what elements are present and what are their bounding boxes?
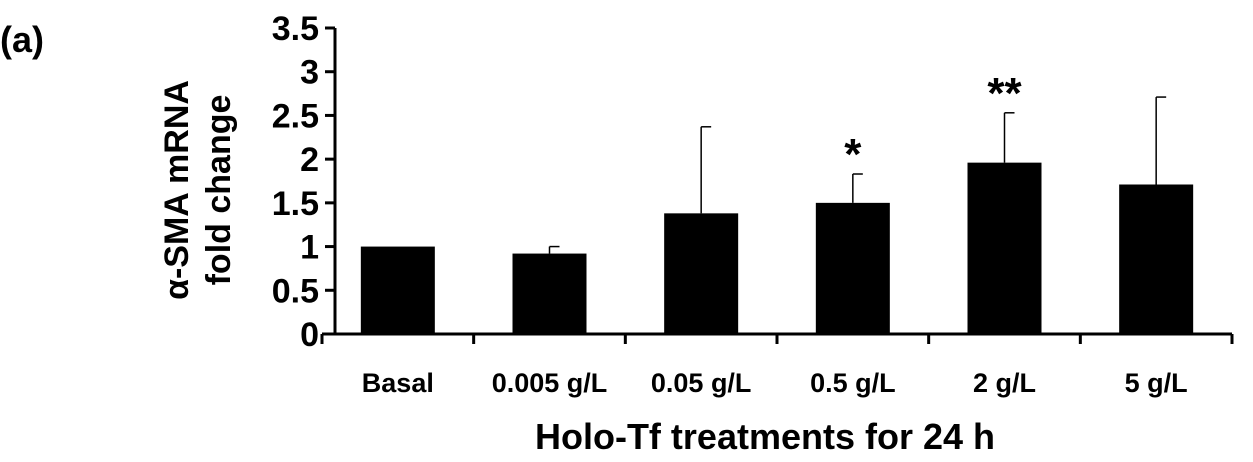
y-tick-label: 1.5 — [272, 185, 319, 223]
y-tick-label: 1 — [300, 229, 319, 267]
x-tick-label: 5 g/L — [1125, 368, 1188, 398]
y-tick-label: 3 — [300, 54, 319, 92]
y-tick-label: 0.5 — [272, 272, 319, 310]
y-tick-label: 2.5 — [272, 97, 319, 135]
x-axis-title: Holo-Tf treatments for 24 h — [535, 416, 995, 457]
y-tick-label: 3.5 — [272, 10, 319, 48]
y-tick-label: 0 — [300, 316, 319, 354]
bar — [512, 253, 587, 334]
panel-label: (a) — [0, 19, 44, 60]
y-axis-title-line-2: fold change — [200, 95, 238, 286]
y-tick-label: 2 — [300, 141, 319, 179]
x-tick-label: 0.5 g/L — [810, 368, 896, 398]
x-tick-label: 2 g/L — [973, 368, 1036, 398]
bar — [815, 202, 890, 334]
bar — [1119, 184, 1194, 334]
x-tick-label: Basal — [362, 368, 434, 398]
significance-marker: * — [844, 130, 862, 179]
x-tick-label: 0.005 g/L — [492, 368, 608, 398]
bar — [967, 162, 1042, 334]
significance-marker: ** — [987, 69, 1022, 118]
plot-area: 0 0.5 1 1.5 2 2.5 3 3.5 Basal 0.005 g/L 0.05 g/L * 0… — [272, 10, 1234, 398]
y-axis-title-line-1: α-SMA mRNA — [158, 80, 196, 300]
bar — [360, 246, 435, 334]
bar — [664, 213, 739, 334]
x-tick-label: 0.05 g/L — [651, 368, 752, 398]
y-axis-title: α-SMA mRNA fold change — [158, 80, 238, 300]
